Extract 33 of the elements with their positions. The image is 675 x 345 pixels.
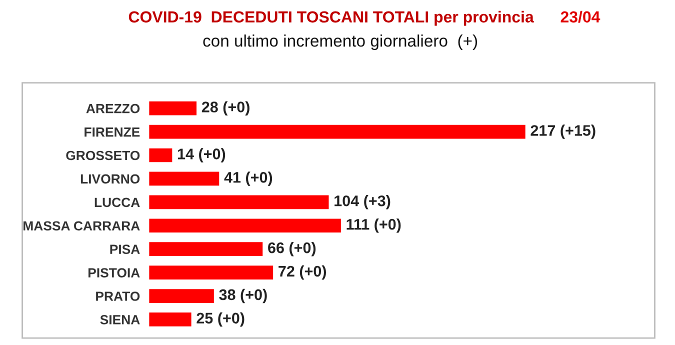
y-tick-label: PISTOIA [88,268,140,278]
bar [148,311,193,328]
y-tick-label: GROSSETO [66,150,140,160]
data-label: 217 (+15) [530,124,596,139]
y-tick-label: AREZZO [86,104,140,114]
bar [148,240,264,258]
y-tick-label: FIRENZE [84,127,140,137]
bar [148,100,198,117]
data-label: 66 (+0) [268,242,316,256]
data-label: 72 (+0) [278,265,326,280]
chart-title: COVID-19 DECEDUTI TOSCANI TOTALI per provincia [128,10,534,26]
data-label: 28 (+0) [202,101,250,116]
chart-subtitle: con ultimo incremento giornaliero (+) [203,34,478,50]
y-tick-label: PRATO [96,292,140,301]
data-label: 38 (+0) [219,288,267,304]
y-tick-label: MASSA CARRARA [24,221,140,231]
bar [148,123,527,140]
bar [148,264,274,281]
bar [148,170,221,188]
text: 23/04 [560,10,600,23]
data-label: 25 (+0) [196,312,244,327]
data-label: 111 (+0) [346,218,401,233]
bar [148,146,174,164]
data-label: 14 (+0) [178,148,226,162]
y-tick-label: LIVORNO [80,174,140,184]
y-tick-label: PISA [110,244,140,254]
bar [148,217,342,234]
data-label: 104 (+3) [334,195,390,210]
bar [148,288,216,304]
y-tick-label: LUCCA [94,198,140,208]
y-tick-label: SIENA [100,315,140,324]
data-label: 41 (+0) [224,172,272,186]
bar [148,194,330,210]
